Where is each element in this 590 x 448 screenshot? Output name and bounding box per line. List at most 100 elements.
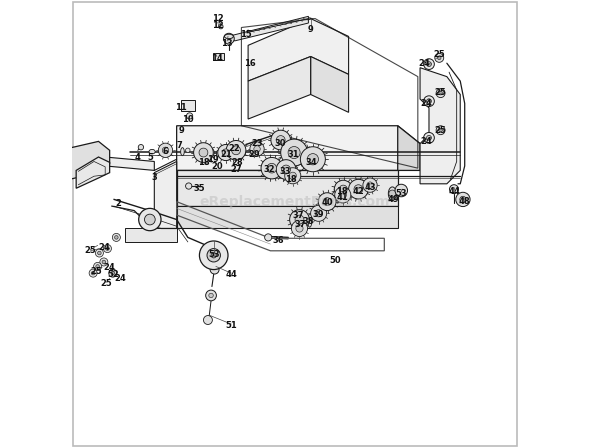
Circle shape xyxy=(439,91,442,95)
Text: 16: 16 xyxy=(244,59,256,68)
Text: 44: 44 xyxy=(449,187,461,196)
Text: 41: 41 xyxy=(337,193,349,202)
Circle shape xyxy=(186,148,190,152)
Circle shape xyxy=(281,165,290,174)
Text: 29: 29 xyxy=(248,150,260,159)
Text: 50: 50 xyxy=(329,256,341,265)
Circle shape xyxy=(97,251,101,255)
Circle shape xyxy=(437,56,441,60)
Circle shape xyxy=(288,146,300,159)
Text: 19: 19 xyxy=(206,155,218,164)
Text: 9: 9 xyxy=(308,25,313,34)
Text: 25: 25 xyxy=(84,246,96,255)
Circle shape xyxy=(100,258,108,266)
Circle shape xyxy=(296,225,303,232)
Circle shape xyxy=(339,185,348,193)
Circle shape xyxy=(224,33,234,44)
Circle shape xyxy=(363,178,377,192)
Circle shape xyxy=(285,168,301,184)
Text: 28: 28 xyxy=(231,158,242,167)
Text: 13: 13 xyxy=(221,39,233,47)
Text: 25: 25 xyxy=(435,126,447,135)
Circle shape xyxy=(102,260,106,264)
Circle shape xyxy=(427,135,431,140)
Text: 5: 5 xyxy=(148,153,153,163)
Text: 23: 23 xyxy=(251,139,263,148)
Circle shape xyxy=(265,234,272,241)
Text: 51: 51 xyxy=(225,321,237,330)
Polygon shape xyxy=(228,16,309,41)
Circle shape xyxy=(323,198,331,206)
Polygon shape xyxy=(65,142,110,179)
Circle shape xyxy=(209,293,213,297)
Circle shape xyxy=(96,265,99,268)
Circle shape xyxy=(114,236,118,239)
Circle shape xyxy=(112,233,120,241)
Circle shape xyxy=(254,146,260,152)
Text: 42: 42 xyxy=(352,187,364,196)
Text: 6: 6 xyxy=(163,147,168,156)
Circle shape xyxy=(291,220,307,237)
Ellipse shape xyxy=(224,34,234,39)
Text: 3: 3 xyxy=(152,172,157,181)
Polygon shape xyxy=(310,56,349,112)
Circle shape xyxy=(424,133,434,143)
Circle shape xyxy=(435,53,444,62)
Circle shape xyxy=(300,147,325,172)
Polygon shape xyxy=(420,68,460,184)
Circle shape xyxy=(89,269,97,277)
Circle shape xyxy=(109,269,117,277)
Circle shape xyxy=(162,147,169,154)
Text: 53: 53 xyxy=(208,250,219,259)
Circle shape xyxy=(335,180,352,198)
Text: 25: 25 xyxy=(101,279,113,288)
Circle shape xyxy=(276,159,296,179)
Circle shape xyxy=(335,187,351,203)
Text: 49: 49 xyxy=(388,195,399,204)
Text: 37: 37 xyxy=(294,220,306,229)
Circle shape xyxy=(295,215,304,224)
Text: 21: 21 xyxy=(220,150,232,159)
Circle shape xyxy=(211,253,217,258)
Circle shape xyxy=(281,139,307,166)
Circle shape xyxy=(349,179,368,199)
Text: 14: 14 xyxy=(211,54,222,63)
Circle shape xyxy=(91,271,95,275)
Circle shape xyxy=(96,249,103,257)
Ellipse shape xyxy=(209,149,214,156)
Text: 24: 24 xyxy=(104,263,116,272)
Polygon shape xyxy=(76,157,110,188)
Circle shape xyxy=(204,315,212,324)
Circle shape xyxy=(232,146,241,155)
Circle shape xyxy=(138,145,143,150)
Circle shape xyxy=(145,214,155,225)
Text: 37: 37 xyxy=(293,211,304,220)
Circle shape xyxy=(427,99,431,103)
Circle shape xyxy=(460,196,466,202)
Circle shape xyxy=(339,191,346,198)
Circle shape xyxy=(194,143,213,162)
Text: 15: 15 xyxy=(240,30,252,39)
Text: 39: 39 xyxy=(313,210,324,219)
FancyBboxPatch shape xyxy=(213,52,224,60)
Circle shape xyxy=(456,192,470,207)
Circle shape xyxy=(199,148,208,157)
Ellipse shape xyxy=(236,151,240,156)
Circle shape xyxy=(276,136,285,144)
Circle shape xyxy=(139,208,161,231)
Circle shape xyxy=(222,149,230,156)
Circle shape xyxy=(226,141,246,160)
Text: 31: 31 xyxy=(287,150,299,159)
Text: 33: 33 xyxy=(280,167,291,176)
Circle shape xyxy=(354,185,363,194)
Text: 24: 24 xyxy=(98,243,110,252)
Text: 43: 43 xyxy=(364,183,376,192)
Text: 4: 4 xyxy=(135,153,141,163)
Text: 30: 30 xyxy=(274,139,286,148)
Text: 9: 9 xyxy=(178,126,184,135)
Text: 18: 18 xyxy=(285,175,296,184)
Circle shape xyxy=(315,210,322,217)
Circle shape xyxy=(436,126,445,135)
Circle shape xyxy=(207,249,221,262)
Ellipse shape xyxy=(388,187,396,200)
